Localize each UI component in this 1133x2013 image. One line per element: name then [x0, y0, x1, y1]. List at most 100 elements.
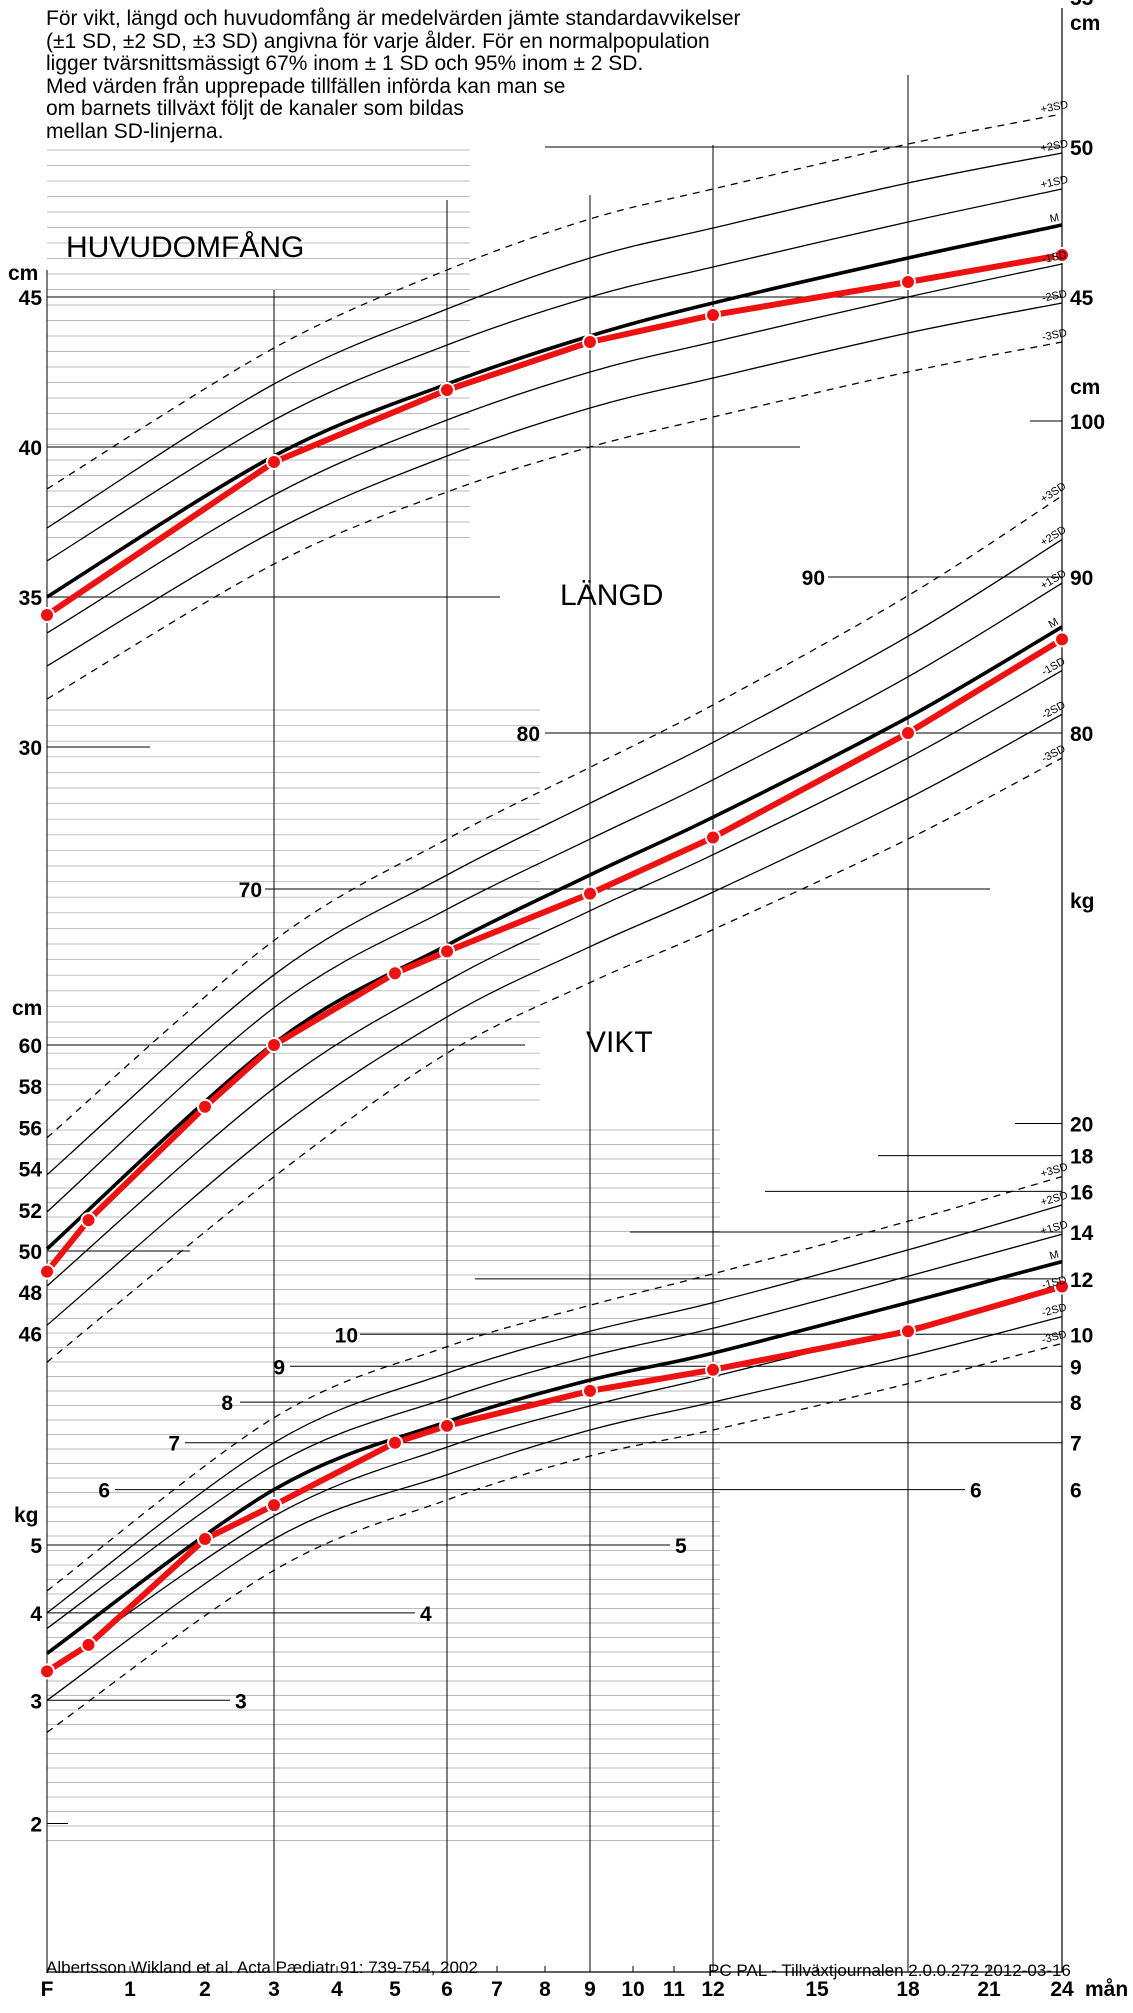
- y-tick-label: 40: [19, 437, 42, 460]
- x-tick-label: 1: [124, 1978, 136, 2001]
- y-tick-label: 100: [1070, 411, 1105, 434]
- x-tick-label: 2: [199, 1978, 211, 2001]
- length-patient-line: [44, 636, 1065, 1275]
- x-tick-label: 4: [331, 1978, 343, 2001]
- head-curve-M: [46, 223, 1063, 599]
- x-tick-label: 6: [441, 1978, 453, 2001]
- y-tick-label: 30: [19, 737, 42, 760]
- length-patient-point: [1054, 631, 1070, 648]
- sd-label: -3SD: [1040, 743, 1068, 765]
- y-tick-label: 80: [517, 723, 540, 746]
- y-tick-label: 10: [1070, 1324, 1093, 1347]
- head-patient-point: [1054, 247, 1070, 263]
- length-curve-minus3SD: [46, 757, 1063, 1363]
- head-patient-point: [582, 334, 598, 350]
- sd-label: +3SD: [1039, 1161, 1069, 1180]
- x-unit-label: mån: [1085, 1978, 1128, 2001]
- length-patient-point: [197, 1098, 213, 1115]
- head-curve-minus1SD: [46, 263, 1063, 634]
- intro-line: mellan SD-linjerna.: [46, 119, 224, 143]
- y-tick-label: 54: [19, 1159, 43, 1182]
- sd-label: +2SD: [1040, 138, 1070, 155]
- x-tick-label: 5: [389, 1978, 401, 2001]
- length-right-unit-label: cm: [1070, 376, 1100, 399]
- sd-label: +3SD: [1040, 99, 1070, 116]
- x-tick-label: 11: [663, 1978, 686, 2001]
- weight-title: VIKT: [586, 1026, 653, 1059]
- y-tick-label: 3: [235, 1690, 247, 1713]
- software-version: PC PAL - Tillväxtjournalen 2.0.0.272 201…: [708, 1961, 1071, 1980]
- head-right-unit-label: cm: [1070, 12, 1100, 35]
- weight-patient-point: [197, 1530, 213, 1547]
- y-tick-label: 80: [1070, 723, 1093, 746]
- length-patient-point: [266, 1037, 282, 1053]
- intro-line: ligger tvärsnittsmässigt 67% inom ± 1 SD…: [46, 52, 644, 75]
- sd-label: +1SD: [1040, 174, 1070, 192]
- head-patient-point: [266, 454, 282, 470]
- head-title: HUVUDOMFÅNG: [66, 231, 304, 264]
- y-tick-label: 50: [19, 1241, 42, 1264]
- head-curve-minus3SD: [46, 341, 1063, 700]
- head-patient-point: [39, 607, 55, 623]
- sd-label: -3SD: [1041, 1328, 1068, 1346]
- length-patient-point: [387, 965, 403, 982]
- y-tick-label: 52: [19, 1200, 42, 1223]
- x-tick-label: 15: [805, 1978, 829, 2001]
- head-unit-label: cm: [8, 262, 38, 285]
- length-curve-plus3SD: [46, 495, 1063, 1139]
- weight-patient-point: [705, 1361, 721, 1378]
- y-tick-label: 45: [1070, 287, 1094, 310]
- head-curve-plus1SD: [46, 188, 1063, 562]
- y-tick-label: 9: [273, 1356, 285, 1379]
- head-patient-point: [900, 274, 916, 290]
- y-tick-label: 6: [1070, 1480, 1082, 1503]
- y-tick-label: 5: [675, 1535, 687, 1558]
- length-curve-M: [45, 625, 1063, 1251]
- y-tick-label: 55: [1070, 0, 1094, 10]
- weight-patient-point: [387, 1434, 403, 1451]
- y-tick-label: 90: [1070, 567, 1093, 590]
- weight-patient-point: [266, 1497, 282, 1514]
- x-tick-label: 8: [539, 1978, 551, 2001]
- y-tick-label: 90: [802, 567, 825, 590]
- weight-patient-point: [39, 1663, 55, 1680]
- y-tick-label: 35: [19, 587, 43, 610]
- weight-unit-label: kg: [14, 1504, 39, 1527]
- sd-label: +1SD: [1039, 1219, 1069, 1238]
- weight-patient-point: [439, 1417, 455, 1434]
- weight-patient-line: [44, 1283, 1065, 1675]
- intro-line: om barnets tillväxt följt de kanaler som…: [46, 97, 464, 120]
- sd-label: M: [1048, 1249, 1060, 1263]
- length-title: LÄNGD: [560, 579, 663, 612]
- grid: [46, 8, 1063, 1973]
- y-tick-label: 48: [19, 1282, 43, 1305]
- length-patient-point: [39, 1263, 55, 1280]
- weight-curve-M: [45, 1259, 1063, 1655]
- head-patient-line: [44, 252, 1065, 618]
- weight-patient-point: [900, 1323, 916, 1340]
- y-tick-label: 6: [970, 1480, 982, 1503]
- y-tick-label: 50: [1070, 137, 1093, 160]
- y-tick-label: 7: [1070, 1433, 1082, 1456]
- sd-label: -2SD: [1041, 1301, 1068, 1319]
- y-tick-label: 8: [1070, 1392, 1082, 1415]
- weight-curve-minus3SD: [46, 1342, 1063, 1733]
- length-patient-point: [705, 829, 721, 846]
- y-tick-label: 8: [221, 1392, 233, 1415]
- length-patient-point: [582, 885, 598, 902]
- weight-curve-plus1SD: [46, 1233, 1063, 1629]
- x-tick-label: 7: [491, 1978, 503, 2001]
- sd-label: -1SD: [1041, 1274, 1068, 1292]
- weight-curve-minus2SD: [46, 1315, 1063, 1701]
- intro-line: För vikt, längd och huvudomfång är medel…: [46, 7, 741, 30]
- y-tick-label: 16: [1070, 1181, 1093, 1204]
- head-curve-minus2SD: [46, 302, 1063, 667]
- intro-line: Med värden från upprepade tillfällen inf…: [46, 74, 566, 98]
- length-unit-label: cm: [12, 997, 42, 1020]
- weight-right-unit-label: kg: [1070, 890, 1095, 913]
- weight-patient-point: [582, 1382, 598, 1399]
- y-tick-label: 58: [19, 1076, 43, 1099]
- sd-label: -2SD: [1041, 288, 1068, 305]
- weight-patient-point: [80, 1636, 97, 1653]
